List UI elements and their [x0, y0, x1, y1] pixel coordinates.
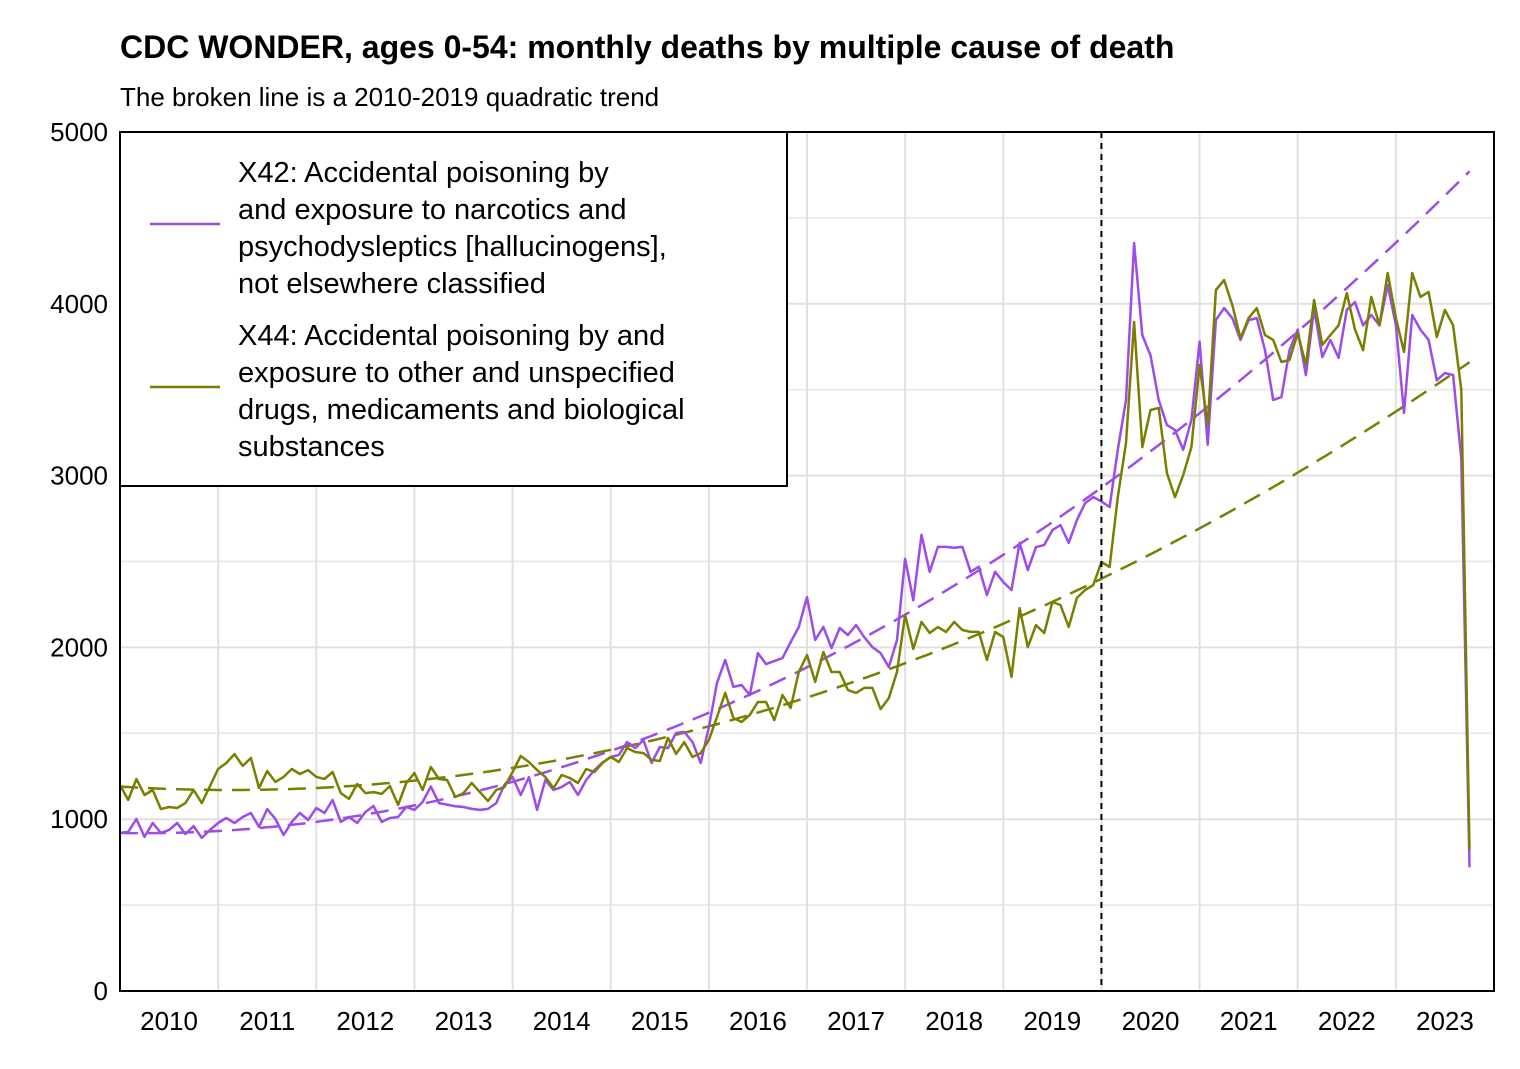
x-tick-label: 2016	[729, 1006, 787, 1036]
legend: X42: Accidental poisoning by and exposure…	[119, 131, 788, 487]
x-axis: 2010 2011 2012 2013 2014 2015 2016 2017 2018 2019…	[140, 1006, 1474, 1036]
x-tick-label: 2011	[239, 1006, 295, 1036]
legend-label: X44: Accidental poisoning by and	[238, 320, 665, 352]
x-tick-label: 2012	[336, 1006, 394, 1036]
x-tick-label: 2018	[925, 1006, 983, 1036]
series-line-x44	[118, 271, 1471, 851]
x-tick-label: 2019	[1023, 1006, 1081, 1036]
chart-subtitle: The broken line is a 2010-2019 quadratic…	[120, 82, 659, 112]
legend-label: drugs, medicaments and biological	[238, 394, 685, 426]
trend-lines	[119, 170, 1471, 835]
y-tick-label: 1000	[50, 804, 108, 834]
y-tick-label: 2000	[50, 632, 108, 662]
y-tick-label: 4000	[50, 289, 108, 319]
legend-label: psychodysleptics [hallucinogens],	[238, 231, 667, 263]
y-axis: 0 1000 2000 3000 4000 5000	[50, 117, 108, 1006]
x-tick-label: 2013	[435, 1006, 493, 1036]
x-tick-label: 2022	[1318, 1006, 1376, 1036]
trend-line-x42	[119, 170, 1471, 835]
legend-label: and exposure to narcotics and	[238, 194, 627, 226]
plot-frame	[119, 131, 1495, 992]
x-tick-label: 2015	[631, 1006, 689, 1036]
legend-label: exposure to other and unspecified	[238, 357, 675, 389]
y-tick-label: 3000	[50, 461, 108, 491]
legend-label: substances	[238, 431, 385, 463]
trend-line-x44	[119, 361, 1471, 792]
chart-title: CDC WONDER, ages 0-54: monthly deaths by…	[120, 29, 1174, 65]
x-tick-label: 2023	[1416, 1006, 1474, 1036]
x-tick-label: 2014	[533, 1006, 591, 1036]
legend-label: X42: Accidental poisoning by	[238, 157, 609, 189]
legend-label: not elsewhere classified	[238, 268, 546, 300]
x-tick-label: 2021	[1220, 1006, 1278, 1036]
x-tick-label: 2020	[1122, 1006, 1180, 1036]
x-tick-label: 2017	[827, 1006, 885, 1036]
series-lines	[118, 241, 1471, 868]
x-tick-label: 2010	[140, 1006, 198, 1036]
legend-box	[119, 131, 788, 487]
y-tick-label: 5000	[50, 117, 108, 147]
y-tick-label: 0	[94, 976, 108, 1006]
